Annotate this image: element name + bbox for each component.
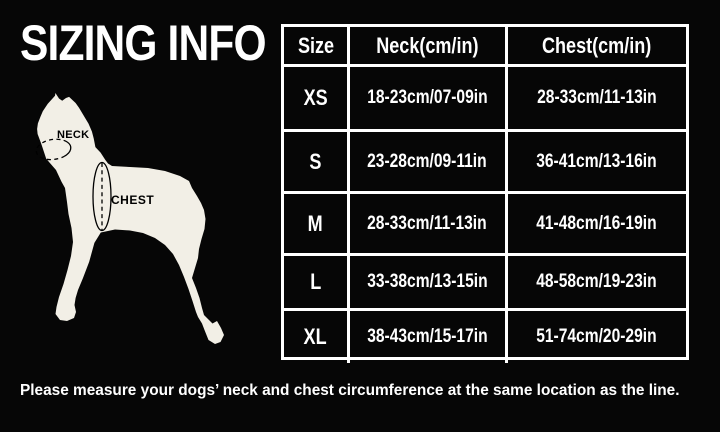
svg-text:NECK: NECK [57, 129, 89, 141]
svg-text:CHEST: CHEST [111, 193, 154, 207]
